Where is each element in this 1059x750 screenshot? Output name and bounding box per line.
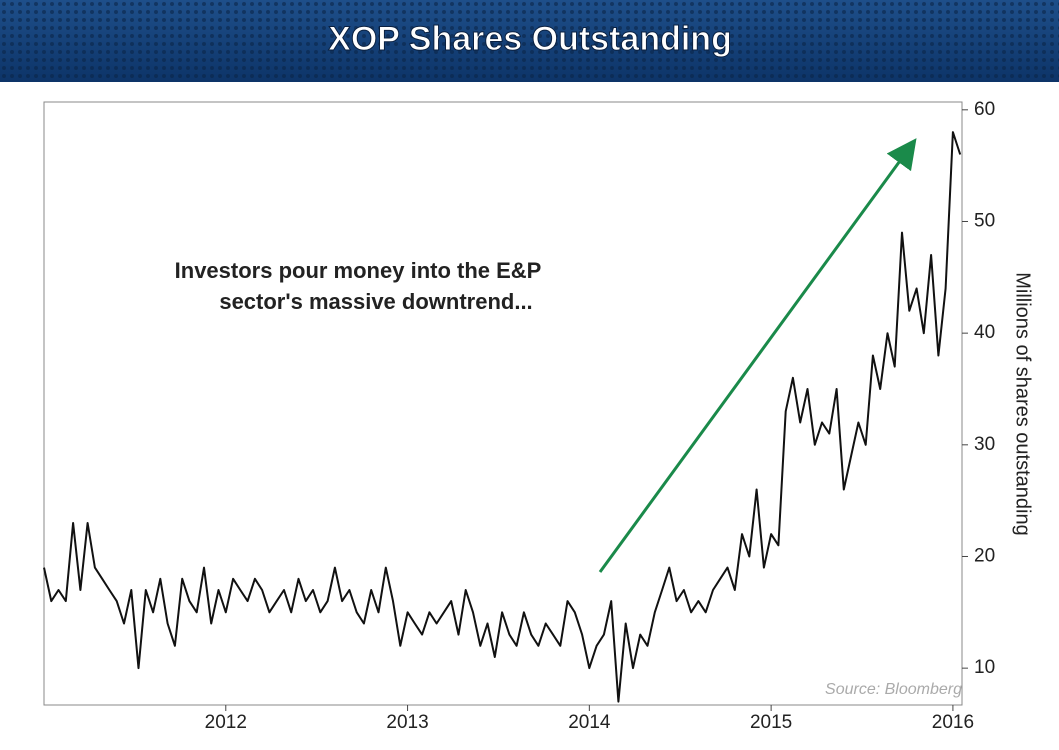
annotation: sector's massive downtrend... — [219, 289, 532, 314]
y-tick-label: 50 — [974, 210, 995, 231]
plot-frame — [43, 101, 963, 706]
y-tick-label: 60 — [974, 99, 995, 120]
y-tick-label: 30 — [974, 434, 995, 455]
y-axis-label: Millions of shares outstanding — [1012, 272, 1034, 535]
y-tick-label: 40 — [974, 322, 995, 343]
trend-arrow — [598, 138, 917, 573]
x-tick-label: 2015 — [750, 712, 792, 733]
chart-title: XOP Shares Outstanding — [328, 20, 732, 58]
banner-texture — [0, 0, 1059, 82]
x-tick-label: 2016 — [932, 712, 974, 733]
annotation: Investors pour money into the E&P — [175, 258, 542, 283]
y-tick-label: 20 — [974, 545, 995, 566]
source: Source: Bloomberg — [825, 681, 962, 698]
data-line — [43, 131, 962, 703]
x-tick-label: 2012 — [205, 712, 247, 733]
x-tick-label: 2014 — [568, 712, 611, 733]
x-tick-label: 2013 — [386, 712, 428, 733]
y-tick-label: 10 — [974, 657, 995, 678]
